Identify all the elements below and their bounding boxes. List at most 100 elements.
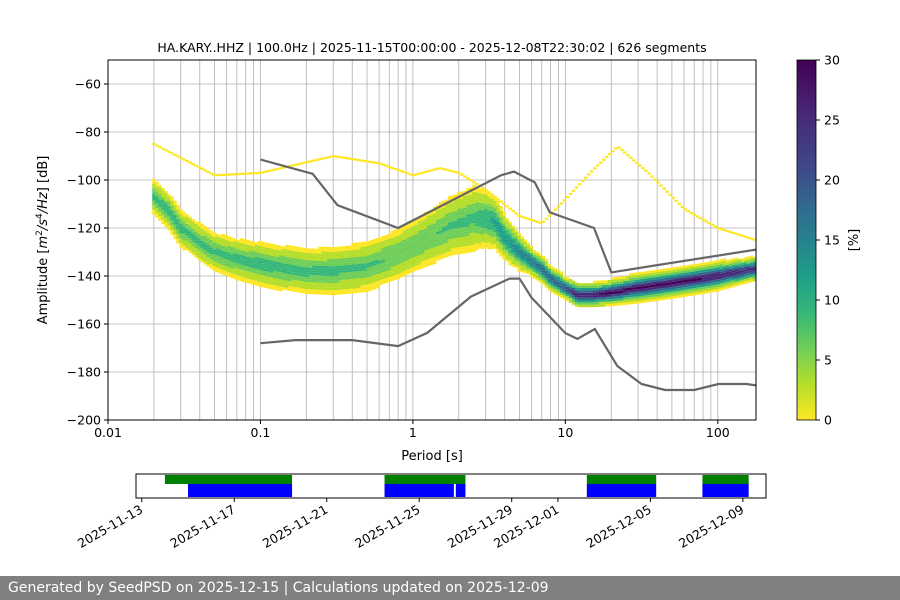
density-cell — [671, 269, 675, 273]
density-cell — [535, 266, 540, 269]
density-cell — [472, 184, 476, 188]
density-cell — [689, 267, 694, 270]
density-cell — [599, 302, 603, 305]
density-cell — [662, 295, 666, 298]
density-cell — [719, 278, 724, 281]
colorbar-tick-label: 25 — [824, 113, 840, 128]
density-cell — [460, 201, 464, 204]
density-cell — [559, 292, 564, 296]
colorbar-tick-label: 20 — [824, 173, 840, 188]
density-cell — [704, 271, 709, 275]
density-cell — [342, 284, 346, 287]
density-cell — [487, 199, 491, 202]
density-cell — [526, 266, 530, 270]
density-cell — [312, 275, 316, 278]
density-cell — [695, 278, 700, 281]
density-cell — [245, 242, 250, 245]
density-cell — [351, 276, 355, 279]
density-cell — [445, 238, 449, 241]
density-cell — [592, 304, 597, 308]
density-cell — [460, 249, 464, 252]
density-cell — [399, 260, 404, 263]
density-cell — [451, 236, 455, 239]
density-cell — [689, 288, 694, 292]
density-cell — [417, 238, 422, 241]
density-cell — [692, 283, 697, 286]
density-cell — [487, 230, 491, 233]
density-cell — [442, 255, 446, 259]
density-cell — [710, 268, 715, 271]
density-cell — [354, 259, 358, 262]
density-cell — [387, 255, 392, 258]
density-cell — [167, 199, 171, 202]
density-cell — [390, 232, 395, 236]
density-cell — [689, 269, 694, 272]
density-cell — [254, 278, 259, 281]
density-cell — [191, 247, 195, 251]
density-cell — [493, 222, 497, 225]
density-cell — [188, 228, 192, 232]
density-cell — [740, 265, 745, 268]
density-cell — [674, 278, 678, 282]
density-cell — [251, 275, 256, 278]
outlier-cell — [297, 162, 301, 166]
density-cell — [511, 228, 515, 231]
density-cell — [315, 253, 319, 256]
outlier-cell — [405, 172, 410, 175]
density-cell — [472, 242, 476, 245]
density-cell — [348, 269, 352, 272]
density-cell — [164, 198, 168, 201]
outlier-cell — [420, 171, 425, 174]
density-cell — [339, 248, 343, 252]
density-cell — [408, 236, 413, 240]
density-cell — [330, 290, 334, 293]
density-cell — [435, 246, 440, 249]
density-cell — [396, 245, 401, 248]
density-cell — [457, 203, 461, 207]
density-cell — [478, 207, 482, 211]
density-cell — [469, 204, 473, 207]
density-cell — [668, 272, 672, 276]
density-cell — [469, 218, 473, 222]
density-cell — [260, 244, 265, 247]
density-cell — [351, 262, 355, 265]
density-cell — [574, 294, 579, 297]
outlier-cell — [592, 167, 597, 170]
density-cell — [475, 206, 479, 210]
outlier-cell — [671, 196, 675, 199]
outlier-cell — [312, 159, 316, 162]
density-cell — [381, 255, 386, 258]
data-availability-bar — [384, 475, 466, 484]
density-cell — [312, 267, 316, 271]
density-cell — [303, 267, 307, 270]
density-cell — [173, 200, 177, 204]
density-cell — [251, 282, 256, 285]
density-cell — [224, 251, 229, 255]
density-cell — [279, 286, 283, 289]
density-cell — [484, 228, 488, 231]
outlier-cell — [746, 236, 751, 239]
density-cell — [309, 250, 313, 254]
density-cell — [300, 261, 304, 265]
density-cell — [460, 232, 464, 235]
density-cell — [417, 233, 422, 236]
density-cell — [713, 275, 718, 278]
density-cell — [526, 245, 530, 248]
density-cell — [496, 212, 500, 215]
density-cell — [396, 250, 401, 253]
density-cell — [472, 211, 476, 214]
density-cell — [472, 199, 476, 202]
density-cell — [333, 261, 337, 264]
density-cell — [517, 235, 521, 238]
density-cell — [381, 281, 386, 285]
density-cell — [315, 284, 319, 288]
density-cell — [221, 267, 226, 270]
density-cell — [254, 276, 259, 279]
density-cell — [671, 272, 675, 275]
density-cell — [538, 263, 543, 266]
density-cell — [411, 230, 416, 234]
footer-text: Generated by SeedPSD on 2025-12-15 | Cal… — [8, 580, 549, 596]
density-cell — [279, 260, 283, 263]
noise-model-lines — [260, 158, 756, 392]
density-cell — [291, 281, 295, 285]
